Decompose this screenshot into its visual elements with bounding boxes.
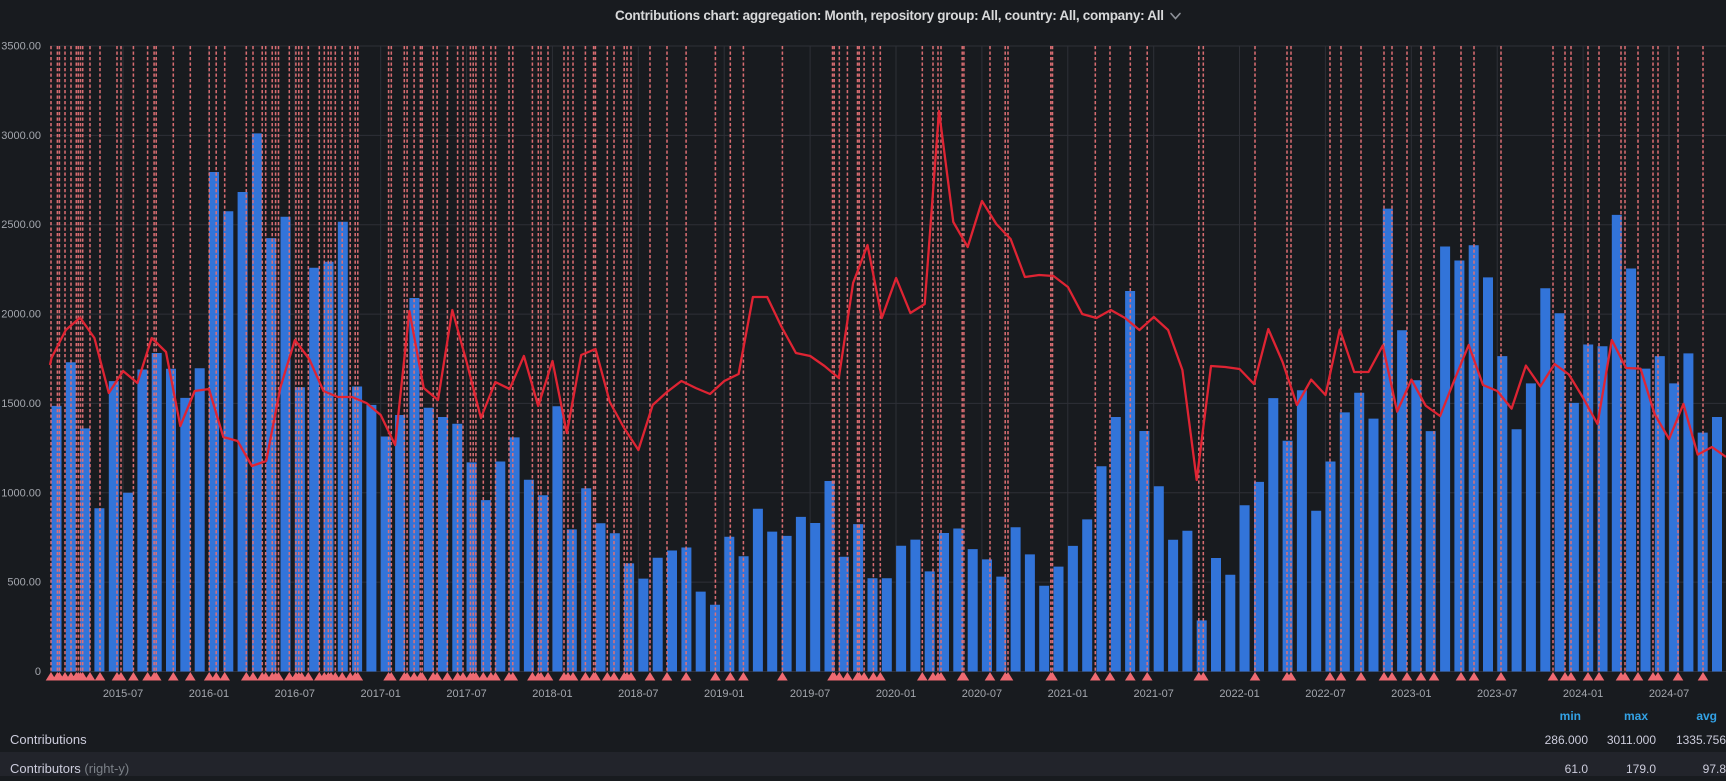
- svg-text:2018-01: 2018-01: [532, 688, 572, 700]
- svg-text:2022-01: 2022-01: [1219, 688, 1259, 700]
- svg-text:3011.000: 3011.000: [1607, 733, 1656, 747]
- svg-text:2023-07: 2023-07: [1477, 688, 1517, 700]
- svg-text:avg: avg: [1696, 709, 1717, 723]
- svg-text:2024-07: 2024-07: [1649, 688, 1689, 700]
- svg-text:2019-07: 2019-07: [790, 688, 830, 700]
- svg-text:min: min: [1560, 709, 1581, 723]
- svg-text:2022-07: 2022-07: [1305, 688, 1345, 700]
- svg-text:2017-01: 2017-01: [361, 688, 401, 700]
- svg-text:Contributions chart: aggregati: Contributions chart: aggregation: Month,…: [615, 8, 1164, 23]
- svg-text:2000.00: 2000.00: [1, 309, 41, 321]
- svg-text:2023-01: 2023-01: [1391, 688, 1431, 700]
- svg-text:286.000: 286.000: [1545, 733, 1589, 747]
- svg-text:2020-07: 2020-07: [962, 688, 1002, 700]
- svg-text:Contributions: Contributions: [10, 732, 87, 747]
- svg-text:0: 0: [35, 666, 41, 678]
- svg-text:3000.00: 3000.00: [1, 130, 41, 142]
- svg-text:2500.00: 2500.00: [1, 219, 41, 231]
- svg-text:2017-07: 2017-07: [446, 688, 486, 700]
- svg-text:2021-07: 2021-07: [1134, 688, 1174, 700]
- svg-text:61.0: 61.0: [1565, 762, 1589, 776]
- svg-text:2019-01: 2019-01: [704, 688, 744, 700]
- svg-text:2016-07: 2016-07: [275, 688, 315, 700]
- svg-text:2016-01: 2016-01: [189, 688, 229, 700]
- svg-text:1000.00: 1000.00: [1, 487, 41, 499]
- svg-text:179.0: 179.0: [1626, 762, 1656, 776]
- svg-text:2018-07: 2018-07: [618, 688, 658, 700]
- svg-text:max: max: [1624, 709, 1648, 723]
- svg-text:97.8: 97.8: [1703, 762, 1726, 776]
- svg-text:1500.00: 1500.00: [1, 398, 41, 410]
- svg-text:2015-07: 2015-07: [103, 688, 143, 700]
- svg-text:2020-01: 2020-01: [876, 688, 916, 700]
- svg-text:500.00: 500.00: [7, 577, 41, 589]
- svg-text:3500.00: 3500.00: [1, 41, 41, 53]
- svg-text:Contributors (right-y): Contributors (right-y): [10, 761, 129, 776]
- svg-text:1335.756: 1335.756: [1676, 733, 1726, 747]
- svg-text:2024-01: 2024-01: [1563, 688, 1603, 700]
- svg-text:2021-01: 2021-01: [1048, 688, 1088, 700]
